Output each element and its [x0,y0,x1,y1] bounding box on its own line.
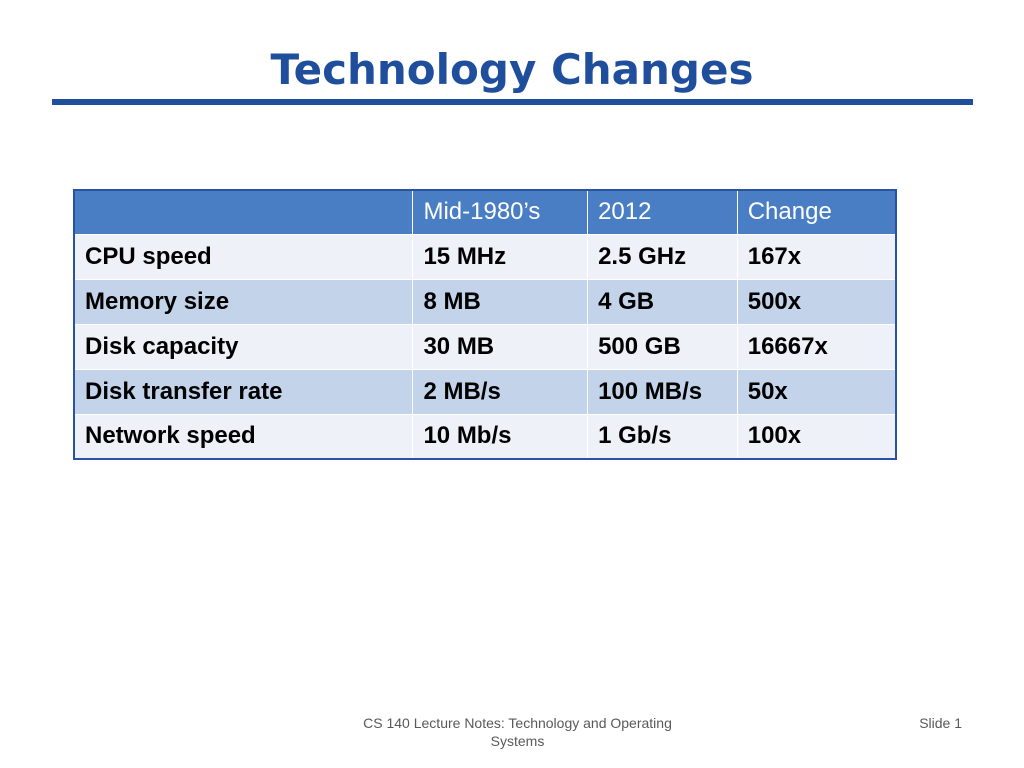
table-row: Memory size 8 MB 4 GB 500x [74,279,897,325]
table-row: CPU speed 15 MHz 2.5 GHz 167x [74,234,897,280]
header-cell-metric [74,190,414,235]
change-cell: 500x [737,279,897,325]
metric-cell: CPU speed [74,234,414,280]
mid-1980s-cell: 8 MB [412,279,589,325]
table-row: Disk transfer rate 2 MB/s 100 MB/s 50x [74,369,897,415]
year-2012-cell: 100 MB/s [587,369,738,415]
table-row: Network speed 10 Mb/s 1 Gb/s 100x [74,414,897,460]
year-2012-cell: 2.5 GHz [587,234,738,280]
title-underline [52,99,973,105]
table-row: Disk capacity 30 MB 500 GB 16667x [74,324,897,370]
metric-cell: Memory size [74,279,414,325]
mid-1980s-cell: 15 MHz [412,234,589,280]
header-cell-change: Change [737,190,897,235]
mid-1980s-cell: 30 MB [412,324,589,370]
year-2012-cell: 1 Gb/s [587,414,738,460]
metric-cell: Disk transfer rate [74,369,414,415]
change-cell: 167x [737,234,897,280]
year-2012-cell: 500 GB [587,324,738,370]
header-cell-2012: 2012 [587,190,738,235]
year-2012-cell: 4 GB [587,279,738,325]
header-cell-mid-1980s: Mid-1980’s [412,190,589,235]
slide-number: Slide 1 [919,715,962,731]
technology-table: Mid-1980’s 2012 Change CPU speed 15 MHz … [73,189,897,460]
slide-title: Technology Changes [270,45,754,94]
change-cell: 100x [737,414,897,460]
change-cell: 50x [737,369,897,415]
metric-cell: Disk capacity [74,324,414,370]
mid-1980s-cell: 10 Mb/s [412,414,589,460]
metric-cell: Network speed [74,414,414,460]
table-header-row: Mid-1980’s 2012 Change [74,190,897,235]
change-cell: 16667x [737,324,897,370]
slide-footer: CS 140 Lecture Notes: Technology and Ope… [363,715,672,749]
mid-1980s-cell: 2 MB/s [412,369,589,415]
